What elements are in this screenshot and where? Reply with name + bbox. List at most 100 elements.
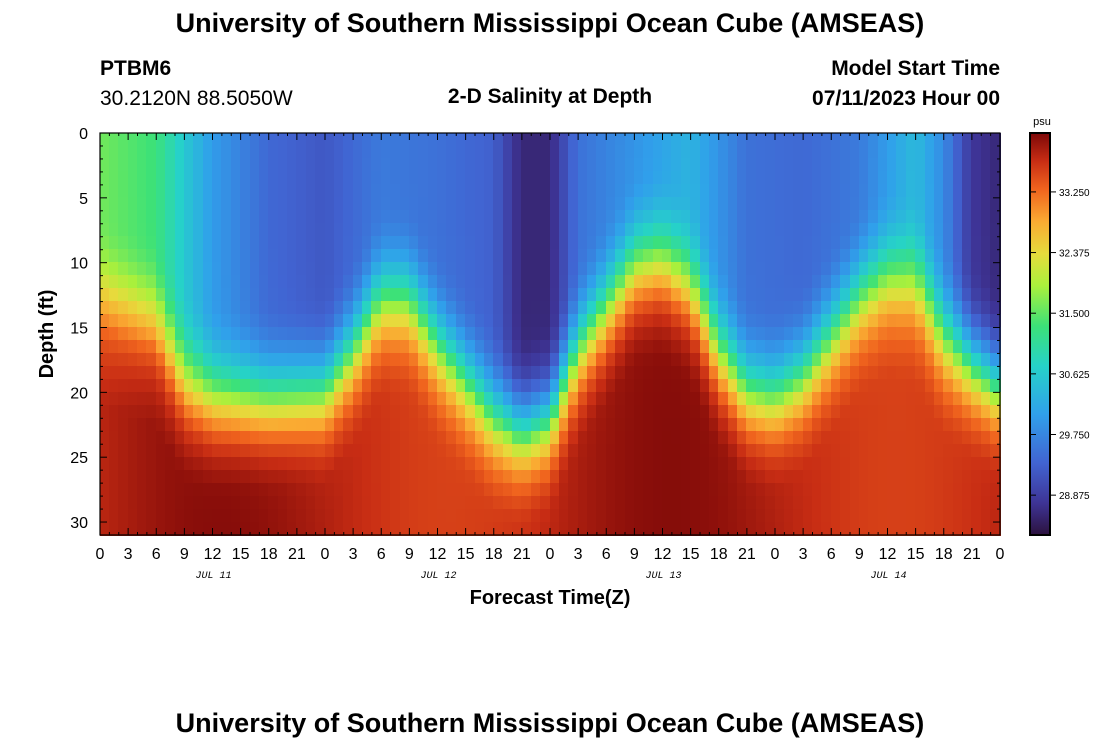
heatmap-cell — [240, 327, 251, 342]
heatmap-cell — [325, 522, 336, 536]
heatmap-cell — [409, 418, 420, 433]
heatmap-cell — [887, 496, 898, 511]
heatmap-cell — [934, 158, 945, 173]
heatmap-cell — [231, 133, 242, 147]
heatmap-cell — [475, 184, 486, 199]
heatmap-cell — [662, 509, 673, 524]
heatmap-cell — [240, 496, 251, 511]
heatmap-cell — [831, 509, 842, 524]
heatmap-cell — [465, 301, 476, 316]
heatmap-cell — [296, 379, 308, 394]
heatmap-cell — [306, 327, 317, 342]
heatmap-cell — [203, 249, 214, 264]
heatmap-cell — [850, 275, 861, 290]
heatmap-cell — [409, 158, 420, 173]
heatmap-cell — [531, 314, 542, 329]
heatmap-cell — [250, 145, 261, 160]
heatmap-cell — [371, 249, 383, 264]
heatmap-cell — [287, 392, 298, 407]
heatmap-cell — [784, 379, 795, 394]
heatmap-cell — [175, 288, 186, 303]
heatmap-cell — [493, 158, 505, 173]
heatmap-cell — [812, 184, 823, 199]
colorbar-tick-label: 30.625 — [1059, 370, 1090, 381]
heatmap-cell — [662, 158, 673, 173]
heatmap-cell — [315, 457, 326, 472]
heatmap-cell — [475, 262, 486, 277]
heatmap-cell — [793, 522, 805, 536]
heatmap-cell — [896, 249, 908, 264]
heatmap-cell — [775, 444, 786, 459]
heatmap-cell — [887, 340, 898, 355]
heatmap-cell — [456, 314, 467, 329]
heatmap-cell — [381, 405, 392, 420]
heatmap-cell — [550, 197, 561, 212]
heatmap-cell — [109, 314, 120, 329]
heatmap-cell — [981, 457, 992, 472]
heatmap-cell — [381, 457, 392, 472]
heatmap-cell — [850, 133, 861, 147]
heatmap-cell — [353, 158, 364, 173]
heatmap-cell — [934, 249, 945, 264]
heatmap-cell — [128, 223, 139, 238]
heatmap-cell — [990, 288, 1001, 303]
heatmap-cell — [709, 405, 720, 420]
heatmap-cell — [700, 184, 711, 199]
heatmap-cell — [962, 145, 973, 160]
heatmap-cell — [690, 431, 701, 446]
heatmap-cell — [428, 184, 439, 199]
heatmap-cell — [512, 431, 523, 446]
heatmap-cell — [943, 522, 955, 536]
heatmap-cell — [184, 275, 195, 290]
heatmap-cell — [587, 145, 598, 160]
heatmap-cell — [381, 184, 392, 199]
heatmap-cell — [737, 457, 748, 472]
heatmap-cell — [521, 236, 533, 251]
heatmap-cell — [840, 171, 851, 186]
heatmap-cell — [437, 133, 448, 147]
heatmap-cell — [737, 236, 748, 251]
heatmap-cell — [231, 184, 242, 199]
heatmap-cell — [371, 184, 383, 199]
heatmap-cell — [540, 275, 551, 290]
heatmap-cell — [887, 171, 898, 186]
heatmap-cell — [943, 366, 955, 381]
heatmap-cell — [550, 405, 561, 420]
heatmap-cell — [653, 418, 664, 433]
heatmap-cell — [343, 262, 355, 277]
heatmap-cell — [962, 184, 973, 199]
heatmap-cell — [728, 379, 739, 394]
heatmap-cell — [934, 379, 945, 394]
heatmap-cell — [456, 483, 467, 498]
heatmap-cell — [240, 418, 251, 433]
heatmap-cell — [587, 262, 598, 277]
heatmap-cell — [765, 483, 776, 498]
heatmap-cell — [568, 340, 580, 355]
heatmap-cell — [737, 470, 748, 485]
heatmap-cell — [559, 405, 570, 420]
heatmap-cell — [259, 262, 270, 277]
heatmap-cell — [568, 353, 580, 368]
heatmap-cell — [465, 288, 476, 303]
heatmap-cell — [868, 496, 880, 511]
heatmap-cell — [793, 379, 805, 394]
heatmap-cell — [109, 327, 120, 342]
heatmap-cell — [671, 210, 683, 225]
heatmap-cell — [343, 197, 355, 212]
heatmap-cell — [606, 145, 617, 160]
heatmap-cell — [343, 288, 355, 303]
y-tick-label: 30 — [70, 515, 88, 532]
heatmap-cell — [465, 236, 476, 251]
heatmap-cell — [437, 418, 448, 433]
heatmap-cell — [146, 275, 158, 290]
heatmap-cell — [671, 418, 683, 433]
heatmap-cell — [550, 392, 561, 407]
heatmap-cell — [296, 262, 308, 277]
heatmap-cell — [521, 288, 533, 303]
heatmap-cell — [296, 483, 308, 498]
heatmap-cell — [990, 418, 1001, 433]
heatmap-cell — [175, 496, 186, 511]
heatmap-cell — [643, 392, 655, 407]
heatmap-cell — [250, 392, 261, 407]
heatmap-cell — [990, 353, 1001, 368]
